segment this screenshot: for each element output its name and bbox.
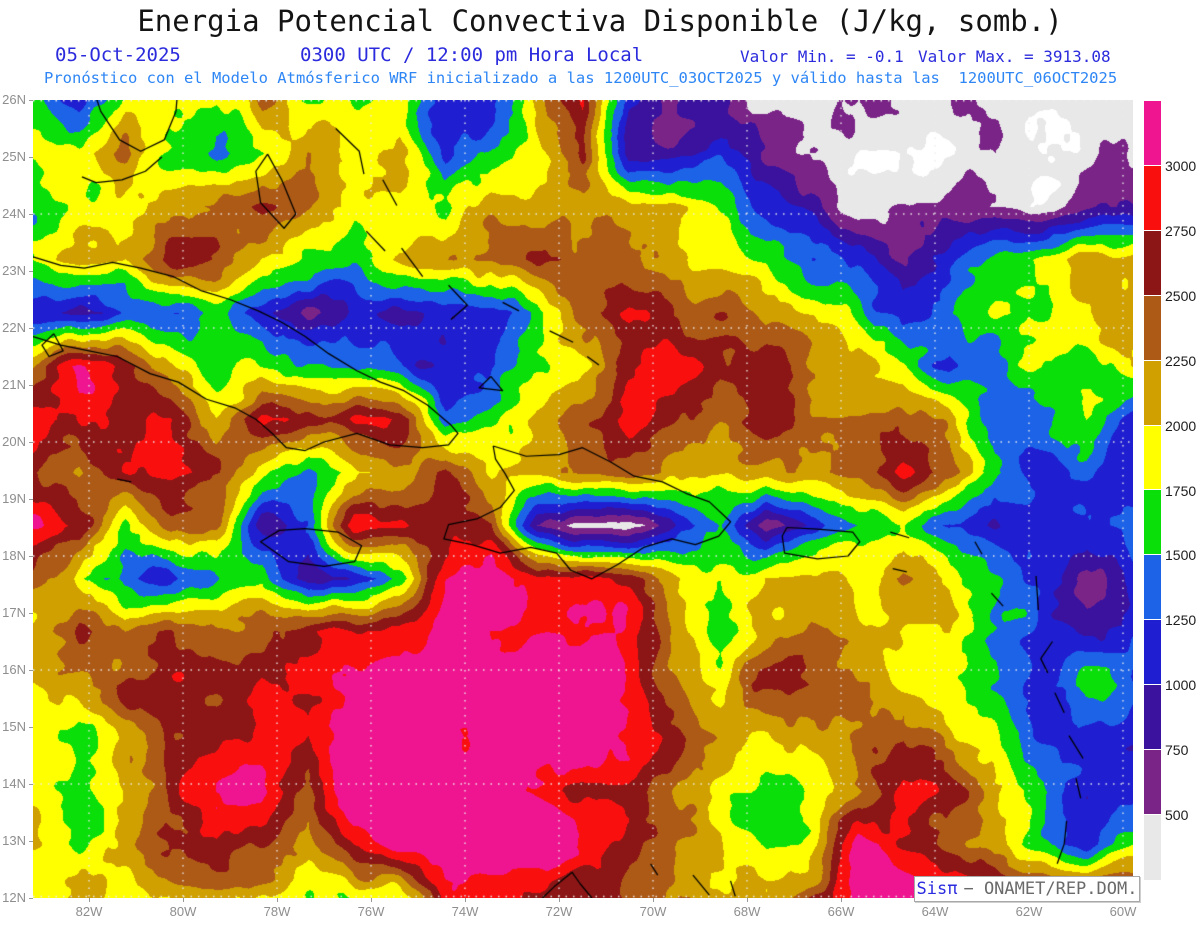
colorbar-tick-1500: 1500: [1165, 547, 1197, 564]
lon-label-64W: 64W: [921, 904, 949, 919]
lat-label-23N: 23N: [2, 263, 26, 278]
lat-tick: [29, 499, 33, 500]
lat-label-16N: 16N: [2, 662, 26, 677]
colorbar-tick-1250: 1250: [1165, 612, 1197, 629]
lat-tick: [29, 157, 33, 158]
lat-tick: [29, 727, 33, 728]
lat-tick: [29, 670, 33, 671]
time-label: 0300 UTC / 12:00 pm Hora Local: [300, 44, 644, 66]
lat-tick: [29, 784, 33, 785]
colorbar-segment-9: [1144, 685, 1161, 751]
lat-tick: [29, 556, 33, 557]
value-max-label: Valor Max. = 3913.08: [918, 47, 1111, 66]
lon-tick: [653, 898, 654, 902]
value-min-label: Valor Min. = -0.1: [740, 47, 904, 66]
lat-label-12N: 12N: [2, 890, 26, 905]
lon-label-76W: 76W: [357, 904, 385, 919]
lon-tick: [89, 898, 90, 902]
lon-tick: [841, 898, 842, 902]
colorbar-tick-2750: 2750: [1165, 222, 1197, 239]
lat-tick: [29, 841, 33, 842]
lat-label-26N: 26N: [2, 92, 26, 107]
lat-tick: [29, 100, 33, 101]
colorbar-tick-2000: 2000: [1165, 417, 1197, 434]
lon-label-74W: 74W: [451, 904, 479, 919]
lon-label-72W: 72W: [545, 904, 573, 919]
colorbar-segment-6: [1144, 490, 1161, 556]
lat-label-19N: 19N: [2, 491, 26, 506]
lon-label-60W: 60W: [1109, 904, 1137, 919]
lat-tick: [29, 442, 33, 443]
lon-label-78W: 78W: [263, 904, 291, 919]
cape-map-canvas: [33, 100, 1133, 898]
forecast-subtitle: Pronóstico con el Modelo Atmósferico WRF…: [44, 69, 1118, 87]
colorbar-tick-2500: 2500: [1165, 287, 1197, 304]
lat-label-17N: 17N: [2, 605, 26, 620]
lat-tick: [29, 613, 33, 614]
lon-label-82W: 82W: [75, 904, 103, 919]
colorbar-tick-1000: 1000: [1165, 677, 1197, 694]
colorbar: [1144, 101, 1161, 880]
lat-tick: [29, 328, 33, 329]
lat-tick: [29, 271, 33, 272]
lat-label-25N: 25N: [2, 149, 26, 164]
lat-tick: [29, 214, 33, 215]
colorbar-segment-4: [1144, 360, 1161, 426]
colorbar-segment-0: [1144, 101, 1161, 166]
lat-label-13N: 13N: [2, 833, 26, 848]
lat-label-18N: 18N: [2, 548, 26, 563]
lon-tick: [747, 898, 748, 902]
colorbar-segment-11: [1144, 814, 1161, 880]
colorbar-segment-3: [1144, 295, 1161, 361]
colorbar-tick-500: 500: [1165, 807, 1189, 824]
lat-label-14N: 14N: [2, 776, 26, 791]
lon-label-66W: 66W: [827, 904, 855, 919]
watermark-box: Sisπ − ONAMET/REP.DOM.: [914, 876, 1140, 902]
lon-tick: [183, 898, 184, 902]
lat-label-21N: 21N: [2, 377, 26, 392]
lat-label-15N: 15N: [2, 719, 26, 734]
colorbar-segment-8: [1144, 620, 1161, 686]
lon-label-80W: 80W: [169, 904, 197, 919]
lat-label-24N: 24N: [2, 206, 26, 221]
lon-tick: [559, 898, 560, 902]
watermark-suffix: − ONAMET/REP.DOM.: [963, 879, 1138, 899]
lon-tick: [465, 898, 466, 902]
lon-label-62W: 62W: [1015, 904, 1043, 919]
lat-label-22N: 22N: [2, 320, 26, 335]
page-title: Energia Potencial Convectiva Disponible …: [137, 4, 1063, 38]
colorbar-segment-7: [1144, 555, 1161, 621]
watermark-brand: Sisπ: [916, 879, 958, 899]
lon-tick: [277, 898, 278, 902]
lon-label-68W: 68W: [733, 904, 761, 919]
colorbar-segment-2: [1144, 230, 1161, 296]
lat-tick: [29, 898, 33, 899]
colorbar-tick-2250: 2250: [1165, 352, 1197, 369]
colorbar-segment-1: [1144, 165, 1161, 231]
lon-tick: [371, 898, 372, 902]
colorbar-tick-1750: 1750: [1165, 482, 1197, 499]
lon-label-70W: 70W: [639, 904, 667, 919]
date-label: 05-Oct-2025: [55, 44, 181, 66]
colorbar-segment-10: [1144, 750, 1161, 815]
colorbar-segment-5: [1144, 425, 1161, 491]
colorbar-tick-3000: 3000: [1165, 157, 1197, 174]
lat-label-20N: 20N: [2, 434, 26, 449]
colorbar-tick-750: 750: [1165, 742, 1189, 759]
lat-tick: [29, 385, 33, 386]
